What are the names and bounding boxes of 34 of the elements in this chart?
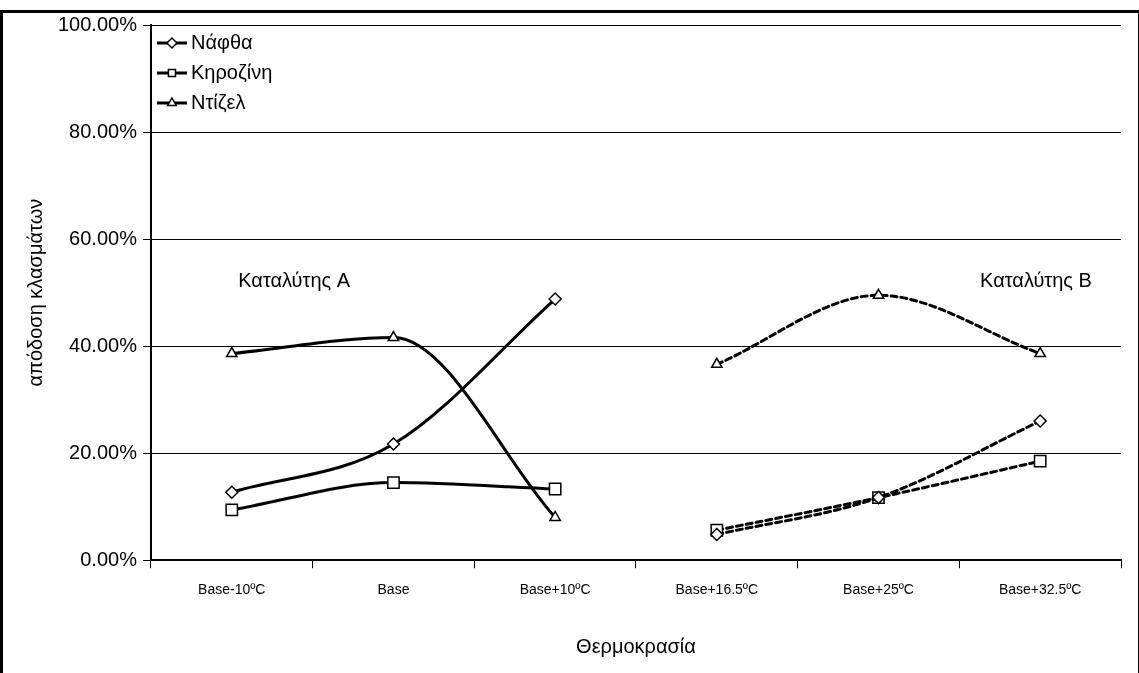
point — [1033, 454, 1047, 468]
x-tick-label: Base+25ºC — [843, 581, 914, 598]
point — [548, 482, 562, 496]
x-tick-label: Base — [377, 581, 410, 598]
annotation: Καταλύτης A — [238, 269, 351, 292]
legend-label: Νάφθα — [190, 30, 253, 53]
y-axis-title: απόδοση κλασμάτων — [23, 198, 46, 387]
point — [710, 527, 724, 542]
x-tick-label: Base+32.5ºC — [998, 581, 1082, 598]
y-tick-label: 60.00% — [69, 226, 138, 249]
x-tick-label: Base+16.5ºC — [675, 581, 759, 598]
point — [710, 357, 723, 369]
y-tick-label: 100.00% — [57, 12, 138, 35]
x-tick-label: Base-10ºC — [198, 581, 266, 598]
point — [387, 476, 400, 489]
point — [225, 485, 239, 499]
y-tick-label: 40.00% — [69, 333, 138, 356]
point — [549, 510, 562, 522]
point — [225, 503, 239, 517]
y-tick-label: 80.00% — [69, 119, 138, 142]
point — [225, 346, 238, 358]
x-axis-title: Θερμοκρασία — [576, 634, 696, 657]
y-tick-label: 0.00% — [80, 547, 138, 570]
point — [1034, 346, 1047, 358]
annotation: Καταλύτης B — [980, 269, 1092, 292]
point — [387, 330, 400, 342]
point — [1033, 414, 1047, 428]
y-tick-label: 20.00% — [69, 440, 138, 463]
legend-label: Ντίζελ — [190, 90, 246, 113]
point — [386, 437, 401, 451]
point — [548, 292, 562, 306]
x-tick-label: Base+10ºC — [519, 581, 591, 598]
legend-label: Κηροζίνη — [190, 60, 273, 83]
point — [872, 288, 885, 300]
